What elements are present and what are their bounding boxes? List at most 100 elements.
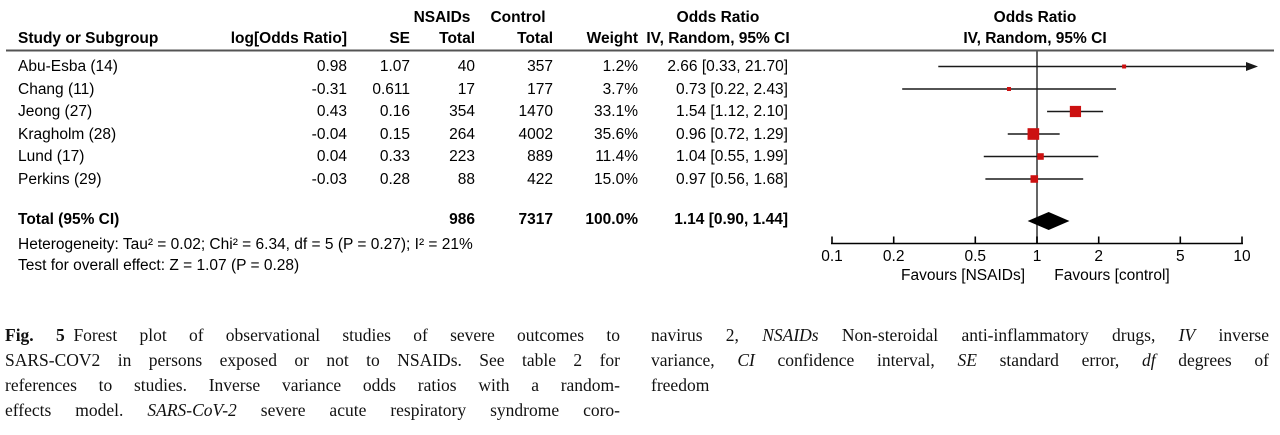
favours-right-label: Favours [control] — [1054, 267, 1169, 284]
cell-study-name: Perkins (29) — [18, 170, 102, 188]
axis-tick-label: 10 — [1233, 248, 1251, 265]
cell-weight: 15.0% — [594, 170, 638, 188]
col-header-weight: Weight — [586, 30, 638, 47]
caption-segment: references to studies. Inverse variance … — [5, 375, 620, 395]
cell-odds-ratio-ci: 1.54 [1.12, 2.10] — [675, 103, 788, 120]
summary-diamond — [1027, 212, 1070, 230]
cell-se: 0.28 — [379, 170, 410, 188]
axis-tick-label: 1 — [1033, 248, 1042, 265]
cell-log-odds-ratio: -0.31 — [311, 80, 347, 98]
caption-line: Fig. 5 Forest plot of observational stud… — [5, 323, 620, 348]
axis-tick-label: 0.2 — [883, 248, 905, 265]
cell-weight: 35.6% — [594, 125, 638, 143]
cell-nsaids-total: 88 — [457, 170, 475, 188]
cell-total-odds-ratio-ci: 1.14 [0.90, 1.44] — [674, 211, 788, 228]
col-header-nsaids-total: Total — [439, 30, 475, 47]
caption-segment: freedom — [651, 375, 710, 395]
figure-caption-right-column: navirus 2, NSAIDs Non-steroidal anti-inf… — [651, 323, 1269, 398]
col-header-nsaids-group: NSAIDs — [413, 9, 471, 26]
caption-segment: CI — [737, 350, 755, 370]
cell-total-control: 7317 — [518, 211, 553, 228]
cell-nsaids-total: 223 — [449, 148, 475, 165]
cell-nsaids-total: 354 — [449, 103, 475, 120]
cell-weight: 3.7% — [602, 80, 638, 98]
col-header-study: Study or Subgroup — [18, 30, 159, 47]
col-header-iv-random-ci: IV, Random, 95% CI — [646, 30, 790, 47]
cell-log-odds-ratio: 0.98 — [316, 58, 347, 75]
caption-line: variance, CI confidence interval, SE sta… — [651, 348, 1269, 373]
cell-nsaids-total: 40 — [457, 58, 475, 75]
caption-segment: navirus 2, — [651, 325, 763, 345]
ci-arrowhead-icon — [1246, 62, 1258, 71]
cell-se: 0.33 — [379, 148, 410, 165]
cell-se: 1.07 — [379, 58, 410, 75]
cell-control-total: 357 — [527, 58, 553, 75]
caption-segment: confidence interval, — [754, 350, 958, 370]
cell-odds-ratio-ci: 2.66 [0.33, 21.70] — [667, 58, 788, 75]
axis-tick-label: 2 — [1094, 248, 1103, 265]
caption-segment: NSAIDs — [762, 325, 819, 345]
caption-segment: degrees of — [1155, 350, 1269, 370]
cell-nsaids-total: 17 — [457, 80, 475, 98]
or-marker-square — [1069, 105, 1082, 118]
favours-left-label: Favours [NSAIDs] — [901, 267, 1025, 284]
or-marker-square — [1006, 87, 1011, 91]
cell-nsaids-total: 264 — [449, 125, 475, 143]
figure-caption-left-column: Fig. 5 Forest plot of observational stud… — [5, 323, 620, 423]
caption-segment: effects model. — [5, 400, 148, 420]
cell-log-odds-ratio: -0.04 — [311, 125, 347, 143]
caption-line: freedom — [651, 373, 1269, 398]
caption-segment: severe acute respiratory syndrome coro- — [236, 400, 620, 420]
cell-odds-ratio-ci: 0.97 [0.56, 1.68] — [675, 170, 788, 188]
caption-segment: Forest plot of observational studies of … — [64, 325, 620, 345]
caption-segment: standard error, — [976, 350, 1142, 370]
cell-total-nsaids: 986 — [449, 211, 475, 228]
cell-study-name: Abu-Esba (14) — [18, 58, 118, 75]
caption-segment: Fig. 5 — [5, 325, 65, 345]
caption-segment: IV — [1178, 325, 1196, 345]
heterogeneity-line: Heterogeneity: Tau² = 0.02; Chi² = 6.34,… — [18, 236, 473, 253]
cell-se: 0.15 — [379, 125, 410, 143]
cell-log-odds-ratio: -0.03 — [311, 170, 347, 188]
plot-title-odds-ratio: Odds Ratio — [993, 9, 1077, 26]
cell-study-name: Kragholm (28) — [18, 125, 117, 143]
cell-log-odds-ratio: 0.43 — [316, 103, 347, 120]
caption-segment: Non-steroidal anti-inflammatory drugs, — [818, 325, 1179, 345]
caption-line: SARS-COV2 in persons exposed or not to N… — [5, 348, 620, 373]
cell-control-total: 177 — [527, 80, 553, 98]
plot-subtitle-iv-random-ci: IV, Random, 95% CI — [963, 30, 1107, 47]
or-marker-square — [1122, 64, 1127, 69]
cell-control-total: 1470 — [518, 103, 553, 120]
overall-effect-line: Test for overall effect: Z = 1.07 (P = 0… — [18, 257, 300, 274]
cell-log-odds-ratio: 0.04 — [316, 148, 347, 165]
cell-control-total: 4002 — [518, 125, 553, 143]
caption-line: references to studies. Inverse variance … — [5, 373, 620, 398]
cell-control-total: 422 — [527, 170, 553, 188]
cell-study-name: Jeong (27) — [18, 103, 93, 120]
cell-study-name: Chang (11) — [18, 80, 95, 98]
cell-study-name: Lund (17) — [18, 148, 85, 165]
cell-se: 0.611 — [372, 80, 410, 98]
axis-tick-label: 5 — [1176, 248, 1185, 265]
col-header-odds-ratio-text: Odds Ratio — [676, 9, 760, 26]
axis-tick-label: 0.5 — [965, 248, 987, 265]
caption-segment: SE — [957, 350, 977, 370]
col-header-se: SE — [389, 30, 410, 47]
caption-segment: inverse — [1195, 325, 1269, 345]
or-marker-square — [1030, 175, 1039, 183]
caption-segment: SARS-CoV-2 — [147, 400, 237, 420]
axis-tick-label: 0.1 — [821, 248, 843, 265]
or-marker-square — [1027, 128, 1040, 140]
cell-weight: 33.1% — [594, 103, 638, 120]
caption-segment: variance, — [651, 350, 738, 370]
cell-odds-ratio-ci: 0.73 [0.22, 2.43] — [675, 80, 788, 98]
caption-line: effects model. SARS-CoV-2 severe acute r… — [5, 398, 620, 423]
caption-segment: df — [1141, 350, 1156, 370]
cell-weight: 11.4% — [595, 148, 638, 165]
col-header-log-or: log[Odds Ratio] — [230, 30, 347, 47]
col-header-control-total: Total — [517, 30, 553, 47]
cell-control-total: 889 — [527, 148, 553, 165]
caption-line: navirus 2, NSAIDs Non-steroidal anti-inf… — [651, 323, 1269, 348]
cell-se: 0.16 — [379, 103, 410, 120]
